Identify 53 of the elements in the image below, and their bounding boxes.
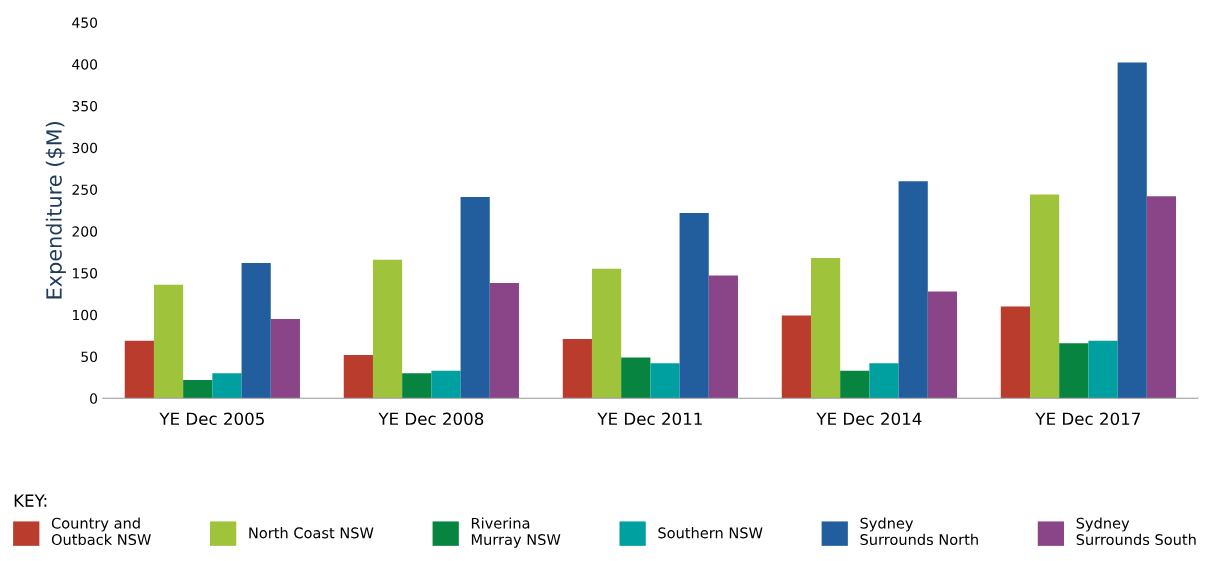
bar: [1146, 196, 1176, 399]
bar: [927, 291, 957, 399]
bar: [679, 212, 709, 399]
legend-title: KEY:: [14, 494, 47, 507]
y-tick-label: 150: [73, 267, 98, 279]
bar: [124, 340, 154, 399]
bar: [489, 283, 519, 399]
x-tick-label: YE Dec 2017: [1035, 412, 1140, 426]
bar: [1059, 343, 1089, 399]
bar: [212, 373, 242, 399]
legend-label: Riverina Murray NSW: [471, 517, 561, 548]
bar: [869, 363, 899, 399]
bar: [402, 373, 432, 399]
bar: [1029, 194, 1060, 399]
legend-label: Sydney Surrounds North: [860, 517, 978, 546]
bar: [343, 354, 373, 399]
legend-label: Southern NSW: [658, 527, 763, 539]
y-tick-label: 250: [72, 184, 98, 195]
y-axis-title: Expenditure ($M): [45, 122, 66, 299]
bar: [153, 284, 184, 399]
y-tick-label: 50: [81, 351, 98, 363]
x-tick-label: YE Dec 2014: [816, 412, 922, 426]
bar: [431, 370, 461, 399]
y-tick-label: 0: [90, 393, 98, 404]
bar: [562, 339, 592, 399]
bar: [372, 259, 403, 399]
y-tick-label: 450: [72, 17, 98, 28]
y-tick-label: 350: [72, 100, 98, 112]
y-tick-label: 100: [73, 309, 98, 321]
bar: [270, 318, 300, 399]
bar: [708, 275, 738, 399]
bar: [460, 197, 490, 399]
bar: [1117, 62, 1147, 399]
x-tick-label: YE Dec 2008: [378, 412, 484, 426]
y-tick-label: 200: [72, 226, 98, 237]
legend-label: Country and Outback NSW: [51, 517, 151, 546]
legend-label: North Coast NSW: [249, 527, 374, 539]
bar: [898, 181, 928, 399]
bar: [781, 315, 811, 399]
bar: [621, 357, 651, 399]
bar: [1000, 306, 1030, 399]
bar: [840, 370, 870, 399]
y-tick-label: 400: [72, 59, 98, 70]
bar: [650, 363, 680, 399]
bar: [591, 268, 622, 399]
x-tick-label: YE Dec 2011: [597, 412, 702, 426]
bar: [810, 257, 841, 399]
bar: [1088, 340, 1118, 399]
bar: [241, 263, 271, 399]
legend-label: Sydney Surrounds South: [1076, 517, 1196, 546]
y-tick-label: 300: [72, 142, 98, 154]
bar: [183, 379, 213, 399]
x-tick-label: YE Dec 2005: [159, 412, 264, 426]
